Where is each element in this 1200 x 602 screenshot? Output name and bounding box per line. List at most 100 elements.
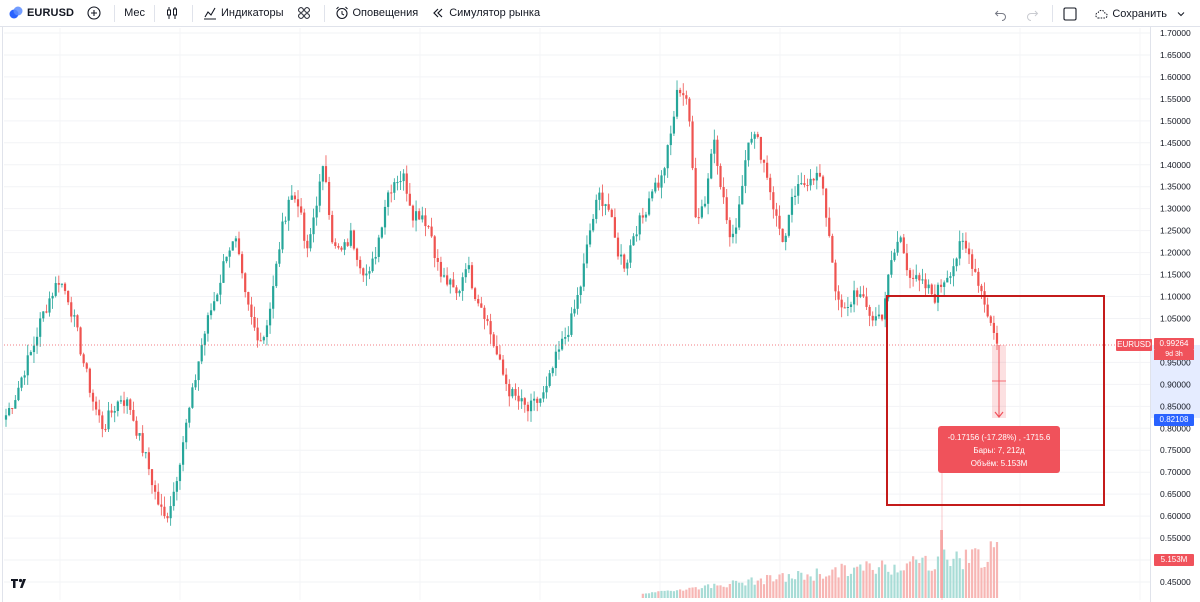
chart-type-button[interactable] [158,0,189,27]
candle-body [719,165,722,188]
candle-body [679,89,682,94]
candle-body [800,183,803,185]
candle-body [383,206,387,228]
candle-body [228,250,231,257]
candle-body [331,214,334,243]
volume-bar [663,590,666,598]
candle-body [638,215,641,235]
candle-body [533,398,536,401]
undo-button[interactable] [987,0,1018,27]
candle-body [14,400,17,409]
volume-bar [837,577,840,598]
candle-body [797,183,800,196]
candle-body [396,182,399,184]
volume-bar [943,549,946,598]
layout-button[interactable] [1056,0,1087,27]
candle-body [408,193,411,206]
candle-body [635,234,638,237]
candle-body [157,491,160,505]
volume-bar [896,572,899,598]
volume-bar [852,567,856,598]
candle-body [355,248,359,260]
candle-body [660,175,663,188]
volume-bar [961,569,964,598]
save-dropdown-button[interactable] [1171,0,1200,27]
candle-body [545,385,548,393]
volume-bar [980,567,983,598]
volume-bar [974,548,977,598]
candle-body [374,256,377,259]
volume-bar [722,586,725,598]
volume-bar [772,581,775,598]
candle-body [387,192,390,207]
candle-body [206,315,210,334]
volume-bar [918,562,921,598]
highlight-rectangle[interactable] [886,295,1105,506]
volume-bar [756,580,759,598]
candle-body [94,401,98,410]
volume-bar [874,573,877,598]
volume-bar [784,581,787,598]
candle-body [647,198,651,215]
volume-bar [927,570,930,598]
candle-body [588,230,592,245]
volume-bar [862,570,865,598]
candle-body [107,410,110,430]
candle-body [334,242,337,246]
candle-body [610,209,613,218]
candle-body [256,327,259,341]
candle-body [753,134,756,139]
volume-bar [902,570,905,598]
volume-bar [877,567,881,598]
candle-body [442,275,446,277]
save-button[interactable]: Сохранить [1087,0,1171,27]
candle-body [492,334,495,347]
redo-button[interactable] [1018,0,1049,27]
volume-bar [995,542,999,598]
templates-button[interactable] [290,0,321,27]
candle-body [694,168,697,218]
candle-body [517,395,520,402]
candle-body [464,269,467,278]
square-icon [1062,6,1078,22]
price-tick-label: 0.90000 [1160,379,1191,389]
candle-body [209,310,213,316]
candle-body [818,172,822,177]
price-tick-label: 1.25000 [1160,226,1191,236]
candle-body [222,261,225,283]
measure-arrow-icon [994,411,1004,418]
candle-body [98,409,101,416]
volume-bar [884,564,887,598]
volume-bar [921,557,924,598]
candle-body [178,464,182,482]
candle-body [113,411,116,413]
candle-body [234,238,237,242]
volume-bar [843,565,846,598]
candle-body [8,408,11,416]
candle-body [905,253,909,271]
volume-bar [731,580,735,598]
candle-body [626,262,629,269]
add-symbol-button[interactable] [80,0,111,27]
candle-body [272,286,275,309]
candle-body [790,196,794,215]
candle-body [203,333,206,346]
price-tick-label: 1.40000 [1160,160,1191,170]
volume-bar [651,592,654,598]
candle-body [554,351,557,369]
replay-button[interactable]: Симулятор рынка [424,0,546,27]
alerts-button[interactable]: Оповещения [328,0,425,27]
interval-button[interactable]: Мес [118,0,151,27]
candle-body [216,294,219,302]
symbol-search[interactable]: EURUSD [0,0,80,27]
volume-bar [856,566,859,598]
candle-body [666,145,669,169]
candle-body [110,410,113,413]
volume-bar [769,575,772,598]
indicators-button[interactable]: Индикаторы [196,0,290,27]
candle-body [846,307,849,309]
price-tick-label: 1.65000 [1160,50,1191,60]
candle-body [259,340,262,342]
candle-body [337,245,340,248]
